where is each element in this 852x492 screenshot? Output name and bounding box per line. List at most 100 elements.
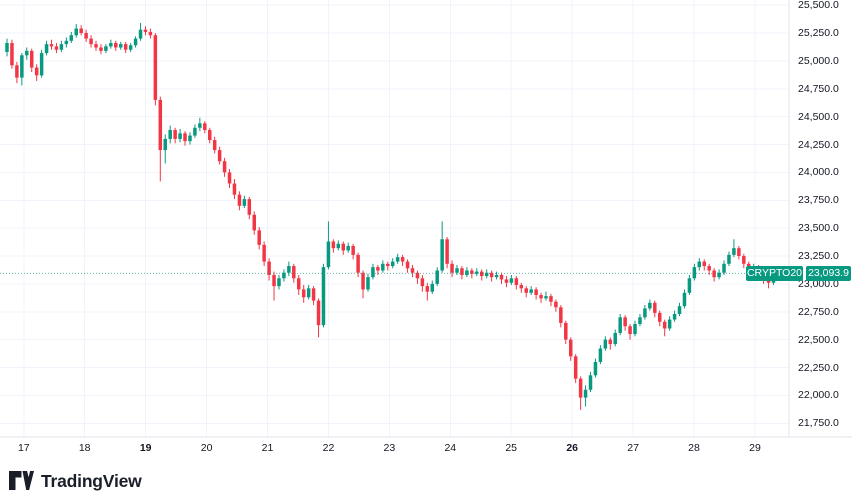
candle-body bbox=[489, 272, 494, 278]
candle-body bbox=[138, 29, 143, 39]
candle-body bbox=[479, 271, 484, 277]
candle-body bbox=[400, 257, 405, 262]
candle-body bbox=[153, 35, 158, 100]
candle-body bbox=[321, 267, 326, 326]
candle-body bbox=[697, 261, 702, 268]
candle-body bbox=[667, 319, 672, 329]
candle-body bbox=[287, 266, 291, 273]
time-axis-label: 18 bbox=[78, 442, 91, 454]
candle-body bbox=[148, 31, 153, 36]
candle-body bbox=[262, 244, 266, 262]
candle-body bbox=[583, 389, 588, 398]
candle-body bbox=[504, 279, 509, 283]
candle-body bbox=[74, 28, 78, 36]
candle-body bbox=[336, 243, 341, 249]
candle-body bbox=[415, 272, 420, 279]
time-axis-label: 17 bbox=[17, 442, 30, 454]
candle-body bbox=[440, 239, 444, 271]
time-axis-label: 28 bbox=[688, 442, 700, 454]
candle-body bbox=[425, 286, 430, 292]
candle-body bbox=[222, 161, 227, 173]
candle-body bbox=[390, 261, 395, 267]
price-axis-label: 22,250.0 bbox=[798, 361, 839, 374]
candle-body bbox=[613, 332, 617, 345]
candle-body bbox=[109, 43, 113, 47]
candle-body bbox=[727, 254, 731, 264]
candle-body bbox=[128, 45, 133, 50]
candle-body bbox=[34, 67, 39, 76]
candle-body bbox=[623, 317, 627, 327]
candle-body bbox=[386, 263, 390, 267]
candle-body bbox=[653, 302, 657, 313]
candle-body bbox=[588, 375, 593, 390]
time-axis-label: 20 bbox=[200, 442, 213, 454]
candle-body bbox=[158, 99, 163, 151]
candle-body bbox=[361, 272, 365, 290]
price-axis-label: 22,500.0 bbox=[798, 333, 839, 346]
candle-body bbox=[381, 263, 385, 271]
candle-body bbox=[15, 65, 19, 78]
candle-body bbox=[529, 289, 533, 293]
price-axis-label: 25,500.0 bbox=[798, 0, 839, 12]
candle-body bbox=[524, 288, 528, 293]
candle-body bbox=[598, 348, 603, 362]
time-axis-label: 21 bbox=[261, 442, 274, 454]
candle-body bbox=[603, 339, 608, 349]
candle-body bbox=[99, 47, 103, 51]
price-axis-label: 24,250.0 bbox=[798, 138, 839, 151]
candle-body bbox=[193, 127, 197, 136]
candle-body bbox=[366, 277, 370, 290]
candle-body bbox=[677, 306, 682, 314]
price-axis-label: 23,250.0 bbox=[798, 250, 839, 262]
price-axis-label: 21,750.0 bbox=[798, 417, 839, 430]
candle-body bbox=[267, 261, 271, 275]
candle-body bbox=[578, 378, 583, 398]
candle-body bbox=[395, 257, 400, 262]
tradingview-logo-text: TradingView bbox=[41, 471, 142, 491]
candle-body bbox=[25, 50, 29, 56]
candle-body bbox=[232, 183, 237, 195]
last-price-axis-tag: 23,093.9 bbox=[806, 265, 851, 281]
candle-body bbox=[737, 248, 741, 256]
candle-body bbox=[435, 270, 439, 284]
price-axis-label: 23,750.0 bbox=[798, 194, 839, 207]
candle-body bbox=[20, 55, 24, 78]
candle-body bbox=[559, 307, 563, 323]
candle-body bbox=[84, 33, 88, 39]
candle-body bbox=[114, 43, 118, 48]
candle-body bbox=[410, 268, 415, 273]
candle-body bbox=[633, 324, 637, 335]
candle-body bbox=[49, 44, 54, 47]
candle-body bbox=[168, 130, 172, 139]
time-axis-label: 26 bbox=[566, 442, 579, 454]
tradingview-logo-icon bbox=[9, 471, 34, 490]
candle-body bbox=[69, 35, 74, 41]
candle-body bbox=[460, 268, 464, 275]
candle-body bbox=[568, 339, 573, 357]
candle-body bbox=[346, 245, 350, 251]
candle-body bbox=[648, 302, 652, 309]
candle-body bbox=[534, 289, 538, 296]
time-axis-label: 22 bbox=[322, 442, 335, 454]
candle-body bbox=[247, 199, 252, 215]
candle-body bbox=[643, 308, 647, 318]
candle-body bbox=[371, 267, 375, 278]
candle-body bbox=[618, 317, 622, 333]
candle-body bbox=[341, 243, 346, 251]
candle-body bbox=[484, 272, 489, 277]
candle-body bbox=[351, 245, 355, 255]
candle-body bbox=[450, 263, 454, 273]
time-axis-label: 23 bbox=[383, 442, 396, 454]
candle-body bbox=[29, 50, 34, 68]
price-axis-label: 22,750.0 bbox=[798, 305, 839, 318]
candle-body bbox=[766, 279, 771, 283]
candle-body bbox=[692, 267, 697, 279]
candle-body bbox=[277, 278, 281, 287]
candle-body bbox=[94, 44, 98, 48]
candle-body bbox=[311, 288, 316, 301]
candle-body bbox=[593, 361, 598, 376]
candle-body bbox=[104, 46, 108, 51]
tradingview-logo[interactable]: TradingView bbox=[9, 470, 142, 492]
candle-body bbox=[420, 278, 425, 287]
